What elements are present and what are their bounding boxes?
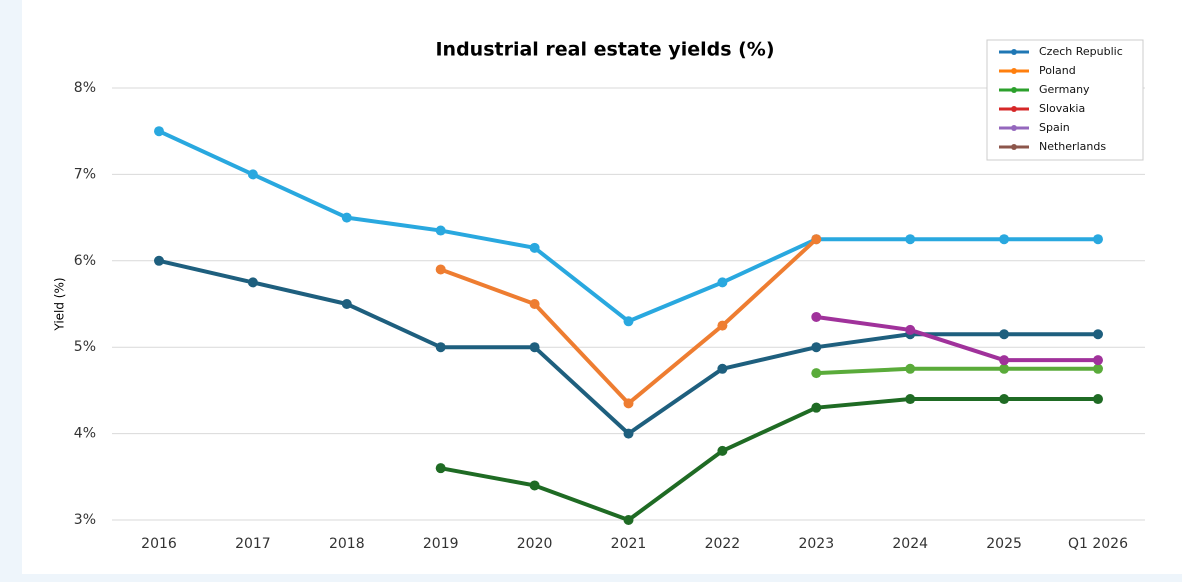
- data-point: [1093, 329, 1103, 340]
- data-point: [717, 363, 728, 374]
- data-point: [247, 277, 258, 288]
- data-point: [905, 394, 916, 405]
- legend-dot: [1011, 106, 1017, 112]
- x-tick-label: 2022: [705, 536, 741, 552]
- data-point: [1093, 394, 1103, 405]
- data-point: [435, 264, 446, 275]
- y-tick-label: 6%: [74, 253, 96, 269]
- x-tick-label: 2025: [986, 536, 1022, 552]
- data-point: [811, 342, 822, 353]
- data-point: [623, 428, 634, 439]
- data-point: [999, 363, 1010, 374]
- data-point: [623, 515, 634, 525]
- legend-label: Germany: [1039, 83, 1090, 96]
- data-point: [1093, 234, 1103, 245]
- legend-dot: [1011, 87, 1017, 93]
- legend-dot: [1011, 144, 1017, 150]
- y-tick-label: 4%: [74, 426, 96, 442]
- data-point: [999, 234, 1010, 245]
- frame-bottom: [0, 574, 1182, 582]
- data-point: [529, 242, 540, 253]
- legend-label: Czech Republic: [1039, 45, 1123, 58]
- data-point: [811, 402, 822, 413]
- data-point: [529, 342, 540, 353]
- series-line: [816, 314, 1098, 363]
- y-tick-label: 3%: [74, 512, 96, 528]
- data-point: [154, 126, 164, 137]
- x-tick-label: 2021: [611, 536, 647, 552]
- legend-dot: [1011, 68, 1017, 74]
- y-tick-label: 5%: [74, 339, 96, 355]
- data-point: [811, 311, 822, 322]
- data-point: [435, 225, 446, 236]
- data-point: [905, 234, 916, 245]
- data-point: [999, 355, 1010, 366]
- legend-label: Slovakia: [1039, 102, 1085, 115]
- legend-box: [986, 39, 1144, 161]
- x-tick-label: 2016: [141, 536, 177, 552]
- data-point: [154, 255, 164, 266]
- data-point: [999, 329, 1010, 340]
- y-axis-label: Yield (%): [53, 277, 67, 331]
- legend-label: Poland: [1039, 64, 1076, 77]
- chart-title: Industrial real estate yields (%): [435, 39, 774, 61]
- x-tick-label: Q1 2026: [1068, 536, 1128, 552]
- data-point: [623, 398, 634, 409]
- x-tick-label: 2023: [798, 536, 834, 552]
- data-point: [529, 299, 540, 309]
- x-tick-label: 2017: [235, 536, 271, 552]
- x-tick-label: 2019: [423, 536, 459, 552]
- data-point: [905, 363, 916, 374]
- data-point: [1093, 363, 1103, 374]
- data-point: [1093, 355, 1103, 366]
- data-point: [999, 394, 1010, 405]
- data-point: [529, 480, 540, 491]
- data-point: [435, 463, 446, 474]
- legend-label: Spain: [1039, 121, 1070, 134]
- data-point: [247, 169, 258, 180]
- series-line: [440, 397, 1098, 522]
- data-point: [905, 324, 916, 335]
- y-tick-label: 7%: [74, 166, 96, 182]
- data-point: [717, 277, 728, 288]
- data-point: [435, 342, 446, 353]
- data-point: [341, 212, 352, 223]
- x-tick-label: 2024: [892, 536, 928, 552]
- data-point: [717, 320, 728, 331]
- data-point: [623, 316, 634, 327]
- x-tick-label: 2018: [329, 536, 365, 552]
- x-tick-label: 2020: [517, 536, 553, 552]
- data-point: [341, 299, 352, 309]
- legend-dot: [1011, 125, 1017, 131]
- frame-left: [0, 0, 22, 582]
- legend-label: Netherlands: [1039, 140, 1106, 153]
- legend-dot: [1011, 49, 1017, 55]
- series-line: [816, 366, 1098, 376]
- data-point: [717, 445, 728, 456]
- y-tick-label: 8%: [74, 80, 96, 96]
- data-point: [811, 234, 822, 245]
- data-point: [811, 368, 822, 379]
